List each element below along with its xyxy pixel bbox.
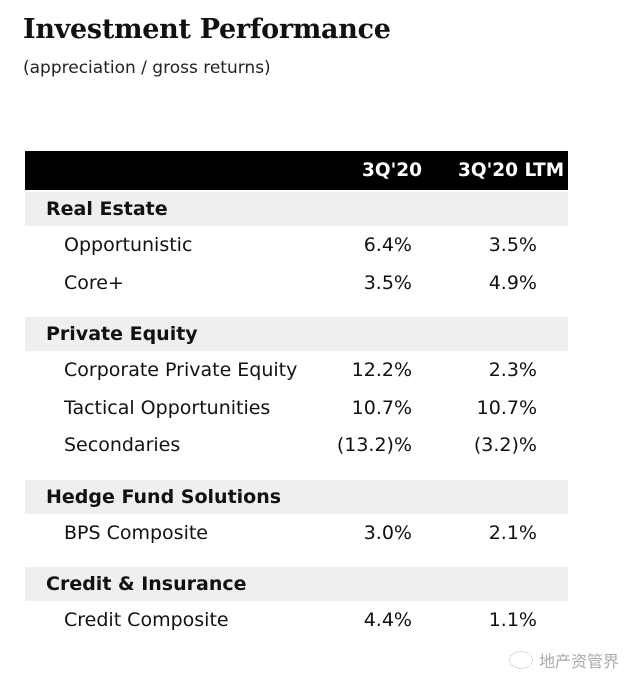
- table-row: Credit Composite 4.4% 1.1%: [25, 601, 568, 639]
- column-header-3q20: 3Q'20: [362, 160, 423, 181]
- row-label: BPS Composite: [64, 521, 208, 544]
- table-row: Secondaries (13.2)% (3.2)%: [25, 426, 568, 464]
- table-row: Tactical Opportunities 10.7% 10.7%: [25, 389, 568, 427]
- wechat-icon: [509, 651, 533, 669]
- group-header: Credit & Insurance: [25, 567, 568, 601]
- value-3q20: 3.0%: [363, 521, 412, 544]
- group-header: Hedge Fund Solutions: [25, 479, 568, 514]
- performance-table: 3Q'20 3Q'20 LTM Real Estate Opportunistic…: [25, 151, 568, 655]
- row-label: Secondaries: [64, 434, 181, 456]
- value-3q20: 4.4%: [363, 609, 412, 631]
- table-group: Real Estate Opportunistic 6.4% 3.5% Core+ 3.5…: [25, 192, 568, 301]
- watermark-text: 地产资管界: [539, 652, 620, 671]
- table-row: Core+ 3.5% 4.9%: [25, 264, 568, 302]
- table-row: Opportunistic 6.4% 3.5%: [25, 226, 568, 264]
- table-header: 3Q'20 3Q'20 LTM: [25, 151, 568, 190]
- row-label: Tactical Opportunities: [64, 396, 271, 419]
- value-3q20: 6.4%: [363, 234, 412, 256]
- column-header-3q20-ltm: 3Q'20 LTM: [458, 160, 565, 181]
- value-ltm: 4.9%: [488, 271, 537, 294]
- value-ltm: (3.2)%: [473, 434, 537, 456]
- table-group: Credit & Insurance Credit Composite 4.4% 1.…: [25, 567, 568, 639]
- value-ltm: 10.7%: [476, 396, 537, 419]
- group-header: Private Equity: [25, 317, 568, 351]
- table-row: BPS Composite 3.0% 2.1%: [25, 514, 568, 552]
- value-3q20: 3.5%: [363, 271, 412, 294]
- value-ltm: 2.1%: [488, 521, 537, 544]
- row-label: Corporate Private Equity: [64, 359, 298, 381]
- row-label: Credit Composite: [64, 609, 229, 631]
- page-title: Investment Performance: [23, 14, 391, 45]
- watermark: 地产资管界: [509, 648, 619, 672]
- value-3q20: (13.2)%: [336, 434, 412, 456]
- value-3q20: 12.2%: [351, 359, 412, 381]
- value-ltm: 2.3%: [488, 359, 537, 381]
- row-label: Core+: [64, 271, 124, 294]
- table-group: Hedge Fund Solutions BPS Composite 3.0% 2.1…: [25, 479, 568, 552]
- group-header: Real Estate: [25, 192, 568, 226]
- value-ltm: 3.5%: [488, 234, 537, 256]
- page-subtitle: (appreciation / gross returns): [23, 58, 271, 78]
- table-row: Corporate Private Equity 12.2% 2.3%: [25, 351, 568, 389]
- value-ltm: 1.1%: [488, 609, 537, 631]
- table-group: Private Equity Corporate Private Equity 12…: [25, 317, 568, 464]
- row-label: Opportunistic: [64, 234, 193, 256]
- value-3q20: 10.7%: [351, 396, 412, 419]
